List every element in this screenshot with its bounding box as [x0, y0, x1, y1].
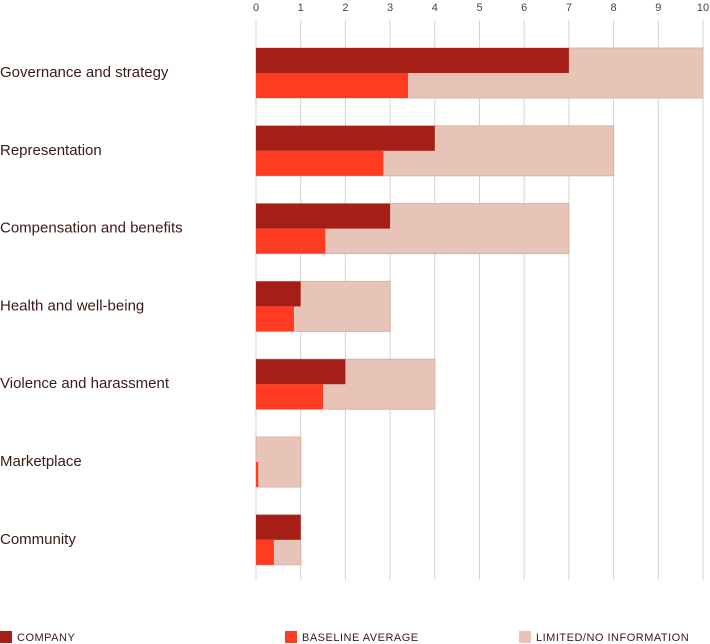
- x-tick-label: 7: [566, 2, 572, 14]
- bar: [255, 436, 302, 488]
- x-tick-label: 1: [298, 2, 304, 14]
- bar: [256, 384, 324, 410]
- x-tick-label: 0: [253, 2, 259, 14]
- legend-swatch: [285, 631, 297, 643]
- bar: [256, 514, 301, 540]
- category-label: Health and well-being: [0, 297, 144, 314]
- bar: [256, 539, 274, 565]
- bar: [256, 150, 384, 176]
- x-tick-label: 3: [387, 2, 393, 14]
- bar: [256, 73, 408, 98]
- x-tick-label: 8: [611, 2, 617, 14]
- x-tick-label: 10: [697, 2, 709, 14]
- bar: [256, 228, 326, 254]
- category-label: Violence and harassment: [0, 375, 170, 392]
- bar: [256, 203, 391, 229]
- category-label: Marketplace: [0, 453, 82, 470]
- bar: [256, 281, 301, 307]
- x-tick-label: 2: [342, 2, 348, 14]
- category-label: Community: [0, 531, 76, 548]
- bar: [256, 462, 259, 487]
- legend-swatch: [519, 631, 531, 643]
- x-tick-label: 9: [655, 2, 661, 14]
- legend-label: BASELINE AVERAGE: [302, 632, 419, 644]
- legend-swatch: [0, 631, 12, 643]
- x-tick-label: 5: [476, 2, 482, 14]
- category-label: Compensation and benefits: [0, 220, 183, 237]
- bar: [256, 125, 435, 151]
- category-label: Governance and strategy: [0, 64, 169, 81]
- legend-label: COMPANY: [17, 632, 75, 644]
- x-tick-label: 4: [432, 2, 438, 14]
- x-tick-label: 6: [521, 2, 527, 14]
- category-label: Representation: [0, 142, 102, 159]
- bar: [256, 306, 294, 332]
- legend-label: LIMITED/NO INFORMATION: [536, 632, 689, 644]
- bar: [256, 359, 346, 385]
- bar: [256, 48, 569, 73]
